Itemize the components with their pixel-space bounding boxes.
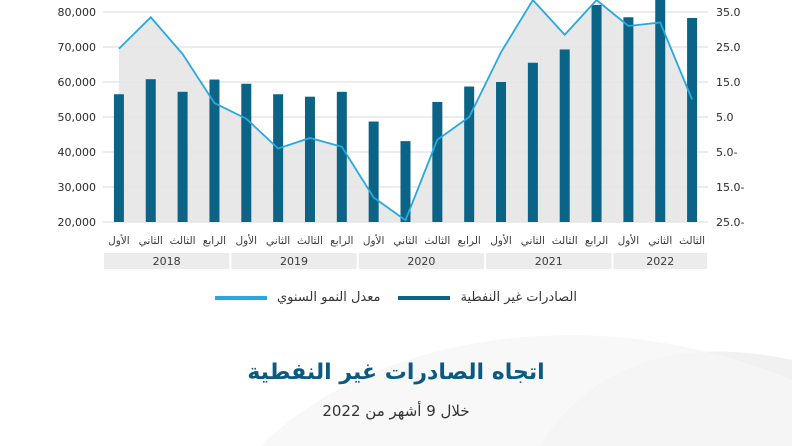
right-tick-label: 5.0- xyxy=(716,146,737,159)
bars xyxy=(113,0,698,223)
year-label: 2022 xyxy=(646,255,674,268)
bar xyxy=(527,62,538,222)
bar xyxy=(559,49,570,223)
bar xyxy=(241,83,252,222)
bar xyxy=(496,82,507,222)
year-label: 2020 xyxy=(407,255,435,268)
growth-area-fill xyxy=(118,0,693,222)
category-label: الثالث xyxy=(424,235,450,247)
year-band-cell xyxy=(486,253,612,269)
category-label: الثالث xyxy=(679,235,705,247)
bar xyxy=(209,79,220,222)
category-label: الثاني xyxy=(393,235,417,247)
right-tick-label: 15.0- xyxy=(716,181,744,194)
bar xyxy=(655,0,666,222)
bar xyxy=(623,17,634,222)
category-label: الثاني xyxy=(266,235,290,247)
category-label: الأول xyxy=(363,234,385,247)
category-label: الأول xyxy=(108,234,130,247)
bar xyxy=(336,91,347,222)
category-label: الأول xyxy=(618,234,640,247)
bar xyxy=(432,101,443,222)
chart-area: 80,000 70,000 60,000 50,000 40,000 30,000 20,0… xyxy=(58,0,744,269)
right-tick-label: 5.0 xyxy=(716,111,734,124)
legend-item-growth: معدل النمو السنوي xyxy=(215,290,380,305)
left-tick-label: 50,000 xyxy=(58,111,97,124)
growth-line xyxy=(118,0,693,222)
year-band-cell xyxy=(104,253,230,269)
year-label: 2018 xyxy=(153,255,181,268)
right-tick-label: 25.0- xyxy=(716,216,744,229)
category-label: الأول xyxy=(235,234,257,247)
category-label: الثاني xyxy=(648,235,672,247)
year-band-cell xyxy=(231,253,357,269)
category-label: الثالث xyxy=(170,235,196,247)
bar xyxy=(400,141,411,222)
bar xyxy=(687,17,698,223)
bar xyxy=(591,5,602,222)
category-label: الرابع xyxy=(203,235,226,247)
legend-label-exports: الصادرات غير النفطية xyxy=(460,290,577,305)
year-band: 2018 2019 2020 2021 2022 xyxy=(104,253,707,269)
year-label: 2019 xyxy=(280,255,308,268)
legend: الصادرات غير النفطية معدل النمو السنوي xyxy=(0,290,792,305)
legend-item-exports: الصادرات غير النفطية xyxy=(398,290,577,305)
legend-swatch-exports xyxy=(398,295,451,300)
year-band-cell xyxy=(613,253,707,269)
category-labels: الأول الثاني الثالث الرابع الأول الثاني الثالث… xyxy=(108,234,705,247)
category-label: الثالث xyxy=(297,235,323,247)
left-tick-label: 60,000 xyxy=(58,76,97,89)
year-label: 2021 xyxy=(535,255,563,268)
year-band-cell xyxy=(358,253,485,269)
right-tick-label: 35.0 xyxy=(716,6,741,19)
category-label: الثاني xyxy=(521,235,545,247)
category-label: الرابع xyxy=(330,235,353,247)
bar xyxy=(304,96,315,222)
bar xyxy=(145,79,156,222)
left-tick-label: 70,000 xyxy=(58,41,97,54)
right-axis-ticks: 35.0 25.0 15.0 5.0 5.0- 15.0- 25.0- xyxy=(716,6,744,229)
left-tick-label: 40,000 xyxy=(58,146,97,159)
category-label: الرابع xyxy=(585,235,608,247)
bar xyxy=(177,91,188,222)
category-label: الثاني xyxy=(139,235,163,247)
bar xyxy=(464,86,475,222)
bar xyxy=(273,94,284,222)
bar xyxy=(113,94,124,222)
left-tick-label: 30,000 xyxy=(58,181,97,194)
right-tick-label: 25.0 xyxy=(716,41,741,54)
bar xyxy=(368,121,379,222)
left-axis-ticks: 80,000 70,000 60,000 50,000 40,000 30,000 20,0… xyxy=(58,6,97,229)
legend-label-growth: معدل النمو السنوي xyxy=(277,290,381,305)
legend-swatch-growth xyxy=(215,295,267,300)
category-label: الثالث xyxy=(552,235,578,247)
right-tick-label: 15.0 xyxy=(716,76,741,89)
category-label: الرابع xyxy=(458,235,481,247)
page-title: اتجاه الصادرات غير النفطية xyxy=(247,360,545,385)
page-subtitle: خلال 9 أشهر من 2022 xyxy=(322,402,470,420)
category-label: الأول xyxy=(490,234,512,247)
left-tick-label: 80,000 xyxy=(58,6,97,19)
left-tick-label: 20,000 xyxy=(58,216,97,229)
